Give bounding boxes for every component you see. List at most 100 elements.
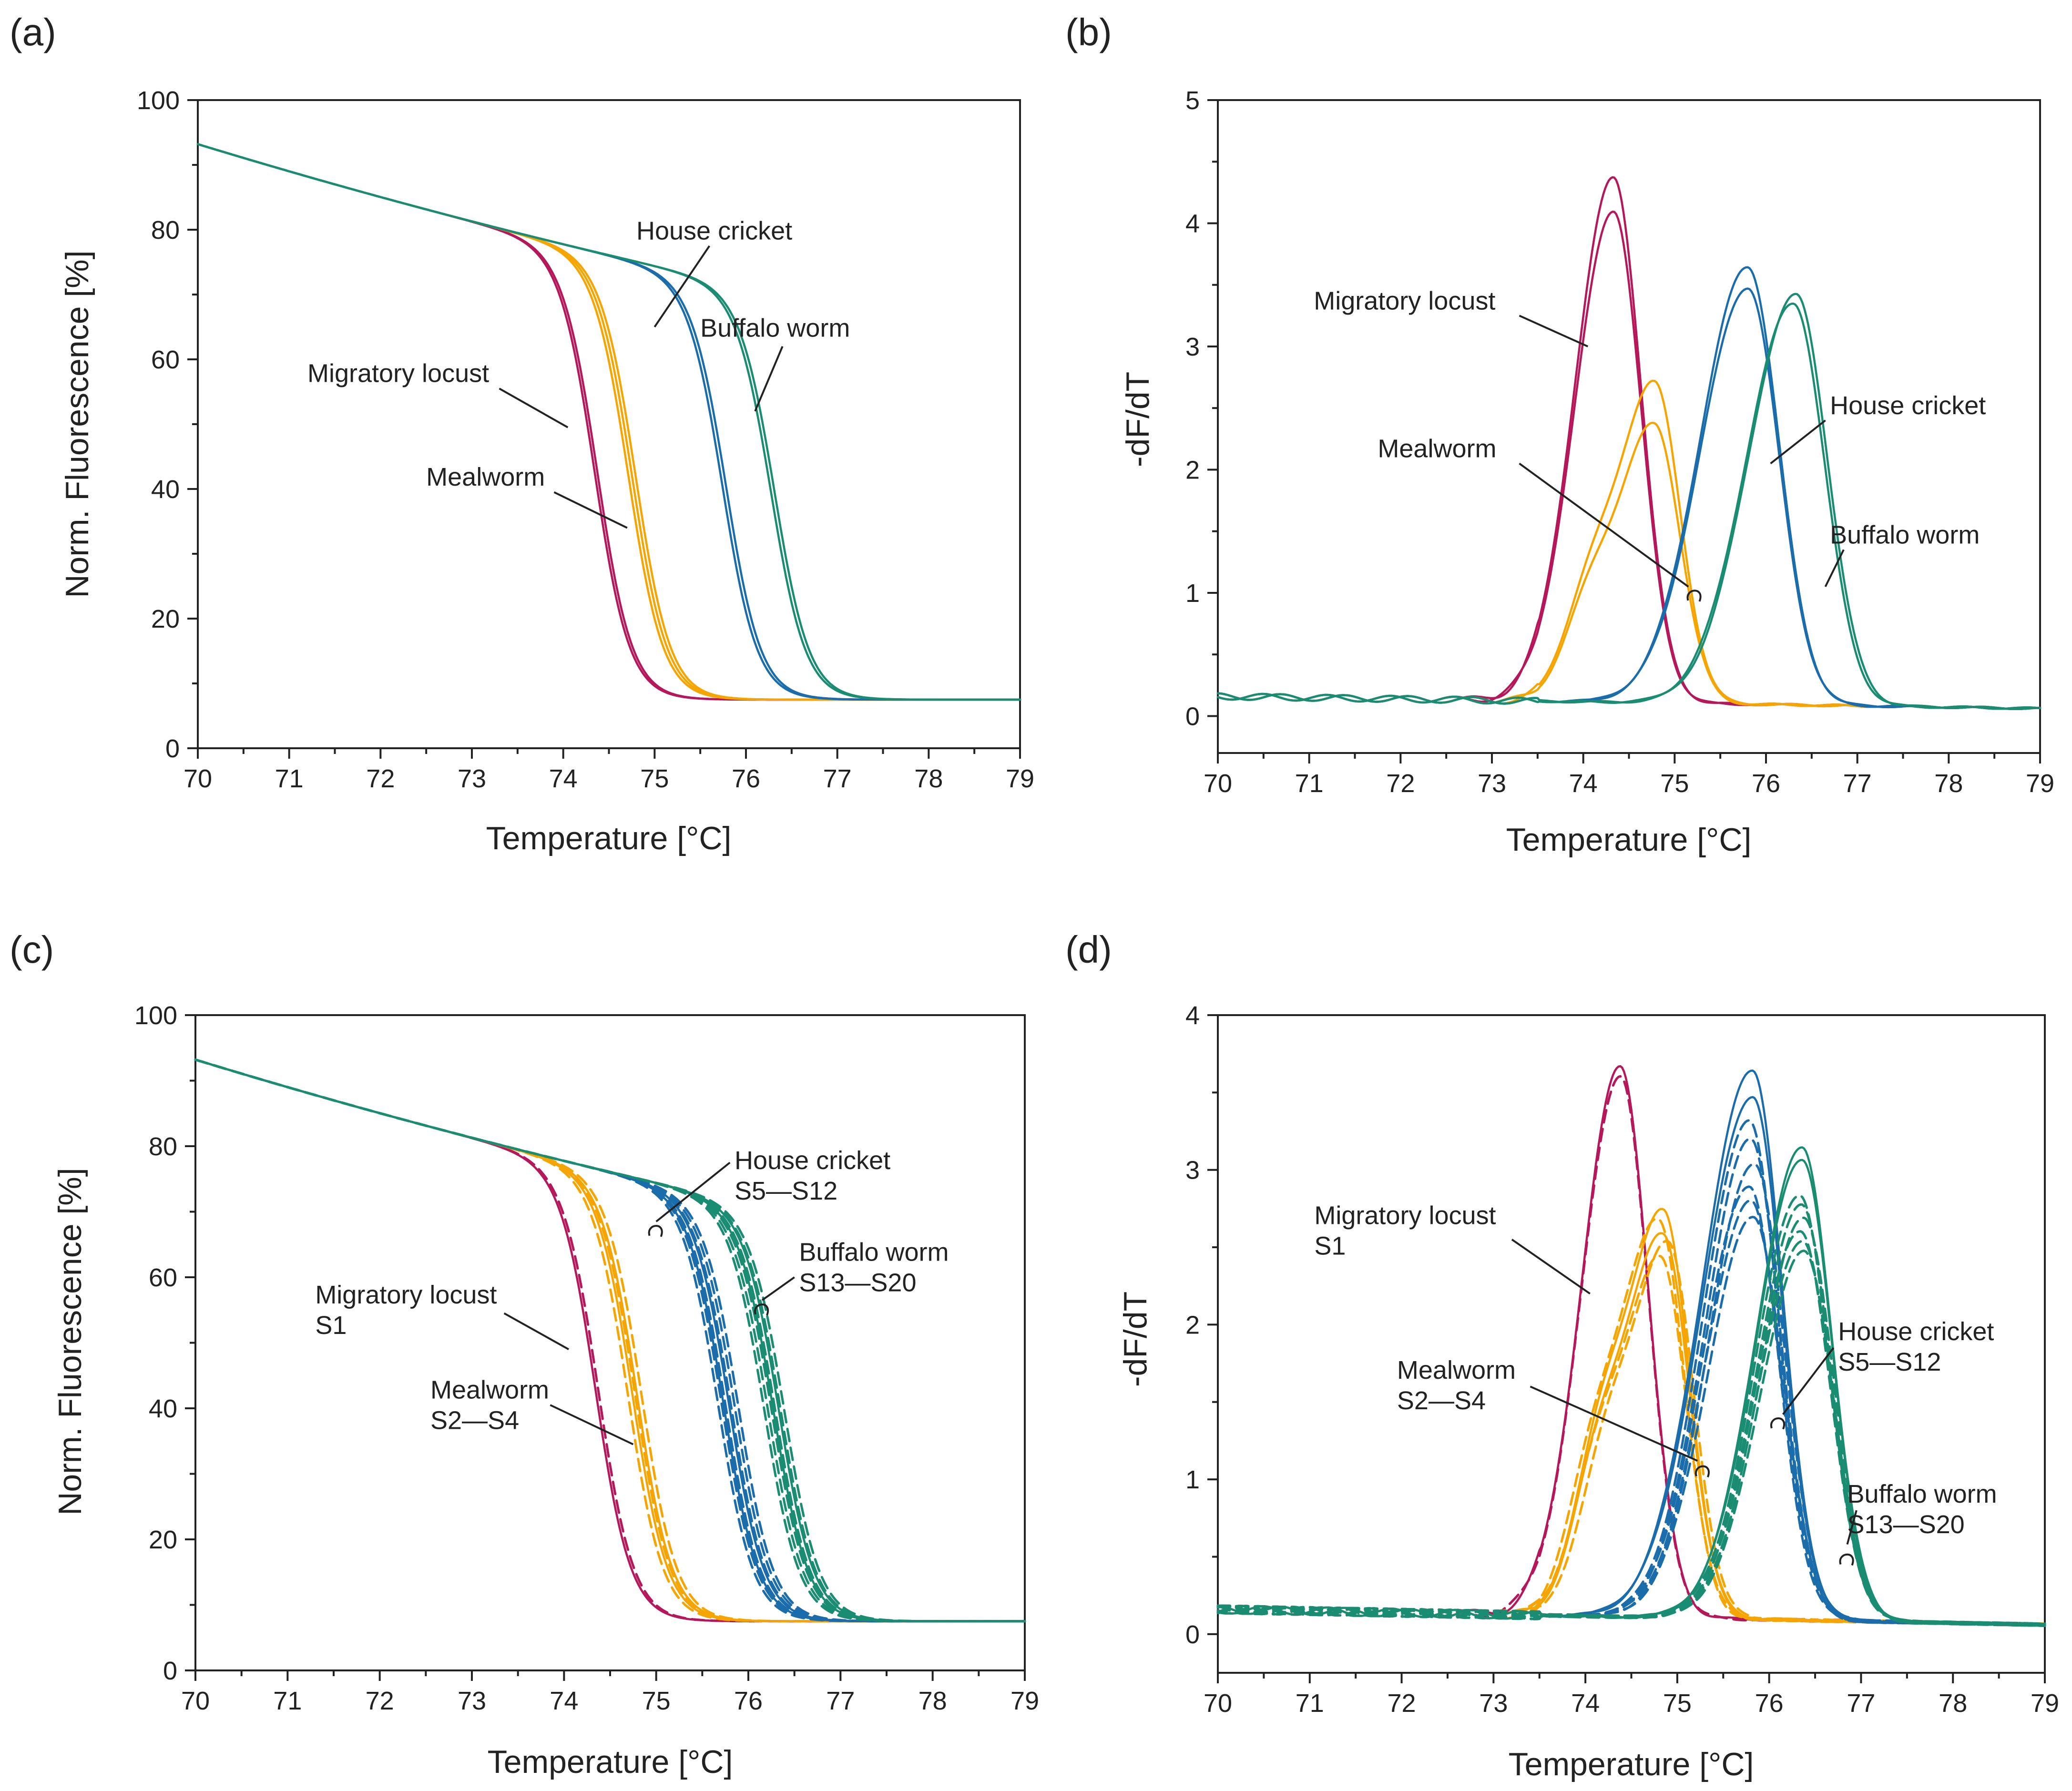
leader-line-a-3 <box>553 491 628 529</box>
y-tick-label-c-1: 20 <box>149 1526 177 1554</box>
axis-ticks-b: 70 71 72 73 74 75 76 77 78 79 0 1 2 3 4 5 <box>1185 86 2054 798</box>
x-tick-label-d-8: 78 <box>1939 1689 1967 1718</box>
y-axis-label-b: -dF/dT <box>1120 372 1156 467</box>
curve-c-house-cricket-6 <box>194 1058 1026 1623</box>
annotation-d-3-line-0: Buffalo worm <box>1847 1480 1997 1508</box>
y-tick-label-c-0: 0 <box>163 1657 177 1685</box>
panel-label-a: (a) <box>10 11 56 53</box>
x-tick-label-c-1: 71 <box>273 1687 302 1715</box>
x-tick-label-d-4: 74 <box>1571 1689 1600 1718</box>
x-tick-label-c-9: 79 <box>1010 1687 1039 1715</box>
curve-c-buffalo-worm-4 <box>194 1058 1026 1623</box>
annotation-d-2-line-1: S5—S12 <box>1838 1348 1941 1376</box>
y-tick-label-b-4: 4 <box>1185 209 1200 238</box>
x-tick-label-b-4: 74 <box>1569 769 1598 798</box>
x-tick-label-b-3: 73 <box>1478 769 1506 798</box>
annotation-a-3-line-0: Mealworm <box>426 463 545 491</box>
annotation-d-0-line-1: S1 <box>1314 1231 1346 1260</box>
plot-frame-a <box>197 99 1021 749</box>
y-tick-label-d-4: 4 <box>1185 1001 1200 1030</box>
annotation-c-1-line-1: S13—S20 <box>799 1269 916 1297</box>
x-axis-label-a: Temperature [°C] <box>486 820 732 856</box>
leader-line-b-0 <box>1519 315 1589 347</box>
x-tick-label-d-5: 75 <box>1663 1689 1692 1718</box>
x-tick-label-d-6: 76 <box>1755 1689 1784 1718</box>
curve-c-mealworm-2 <box>194 1058 1026 1623</box>
curves-c <box>194 1058 1026 1623</box>
brace-mark-c-0 <box>648 1225 663 1237</box>
x-tick-label-c-0: 70 <box>181 1687 210 1715</box>
curve-c-house-cricket-2 <box>194 1058 1026 1623</box>
y-tick-label-a-2: 40 <box>151 475 180 504</box>
curve-c-mealworm-0 <box>194 1058 1026 1623</box>
annotation-c-2-line-0: Migratory locust <box>315 1281 497 1309</box>
curve-c-buffalo-worm-2 <box>194 1058 1026 1623</box>
curve-a-buffalo-worm-1 <box>196 143 1021 701</box>
curve-a-migratory-locust-0 <box>196 143 1021 701</box>
curve-a-mealworm-2 <box>196 143 1021 701</box>
annotation-d-3-line-1: S13—S20 <box>1847 1510 1965 1539</box>
x-tick-label-a-7: 77 <box>823 764 852 793</box>
x-tick-label-c-2: 72 <box>366 1687 394 1715</box>
x-tick-label-c-5: 75 <box>642 1687 671 1715</box>
x-tick-label-d-0: 70 <box>1204 1689 1232 1718</box>
curve-c-buffalo-worm-6 <box>194 1058 1026 1623</box>
x-tick-label-a-6: 76 <box>732 764 760 793</box>
curves-b <box>1216 176 2041 711</box>
curve-d-buffalo-worm-7 <box>1216 1250 2046 1627</box>
x-tick-label-c-4: 74 <box>550 1687 578 1715</box>
curve-c-buffalo-worm-3 <box>194 1058 1026 1623</box>
x-tick-label-d-7: 77 <box>1847 1689 1875 1718</box>
y-tick-label-b-2: 2 <box>1185 456 1200 484</box>
x-tick-label-a-8: 78 <box>914 764 943 793</box>
brace-mark-d-1 <box>1694 1465 1710 1478</box>
curve-c-migratory-locust-1 <box>194 1058 1026 1623</box>
y-axis-label-d: -dF/dT <box>1117 1292 1153 1387</box>
y-tick-label-d-0: 0 <box>1185 1620 1200 1649</box>
annotation-d-1-line-1: S2—S4 <box>1397 1386 1486 1415</box>
curves-d <box>1216 1065 2046 1627</box>
curve-c-house-cricket-0 <box>194 1058 1026 1623</box>
curve-b-migratory-locust-0 <box>1216 176 2041 711</box>
y-tick-label-c-2: 40 <box>149 1394 177 1423</box>
panel-label-b: (b) <box>1065 11 1112 53</box>
y-tick-label-d-1: 1 <box>1185 1465 1200 1494</box>
plot-frame-c <box>194 1014 1026 1671</box>
annotation-c-0-line-1: S5—S12 <box>735 1177 837 1205</box>
x-tick-label-a-9: 79 <box>1006 764 1034 793</box>
curve-c-house-cricket-7 <box>194 1058 1026 1623</box>
y-tick-label-a-0: 0 <box>165 734 180 763</box>
annotation-b-1-line-0: Mealworm <box>1378 435 1496 463</box>
curve-b-buffalo-worm-0 <box>1216 293 2041 711</box>
brace-mark-d-3 <box>1839 1553 1854 1566</box>
y-tick-label-c-5: 100 <box>134 1001 177 1030</box>
curve-b-buffalo-worm-1 <box>1216 302 2041 710</box>
leader-line-b-3 <box>1824 549 1845 587</box>
curve-c-migratory-locust-0 <box>194 1058 1026 1623</box>
annotations-a: House cricket Buffalo worm Migratory locus… <box>307 216 850 529</box>
panel-d: (d) Temperature [°C] -dF/dT 70 71 72 73 74 75… <box>1065 928 2059 1782</box>
x-tick-label-c-6: 76 <box>734 1687 763 1715</box>
x-tick-label-a-3: 73 <box>458 764 486 793</box>
y-tick-label-b-5: 5 <box>1185 86 1200 115</box>
curve-c-house-cricket-4 <box>194 1058 1026 1623</box>
annotation-b-2-line-0: House cricket <box>1830 391 1986 420</box>
curve-d-house-cricket-6 <box>1216 1199 2046 1627</box>
x-axis-label-b: Temperature [°C] <box>1506 822 1752 858</box>
y-tick-label-b-0: 0 <box>1185 702 1200 731</box>
curve-a-migratory-locust-1 <box>196 143 1021 701</box>
annotation-d-2-line-0: House cricket <box>1838 1317 1994 1346</box>
x-tick-label-d-1: 71 <box>1296 1689 1324 1718</box>
x-tick-label-c-8: 78 <box>919 1687 947 1715</box>
annotation-b-0-line-0: Migratory locust <box>1314 286 1495 315</box>
curve-b-house-cricket-1 <box>1216 287 2041 710</box>
leader-line-c-1 <box>761 1276 795 1301</box>
curve-a-buffalo-worm-0 <box>196 143 1021 701</box>
curve-c-house-cricket-5 <box>194 1058 1026 1623</box>
curve-c-mealworm-1 <box>194 1058 1026 1623</box>
curve-c-house-cricket-3 <box>194 1058 1026 1623</box>
axis-ticks-c: 70 71 72 73 74 75 76 77 78 79 0 20 40 60 80 100 <box>134 1001 1039 1715</box>
annotation-d-1-line-0: Mealworm <box>1397 1356 1516 1384</box>
curve-d-mealworm-0 <box>1216 1208 2046 1627</box>
